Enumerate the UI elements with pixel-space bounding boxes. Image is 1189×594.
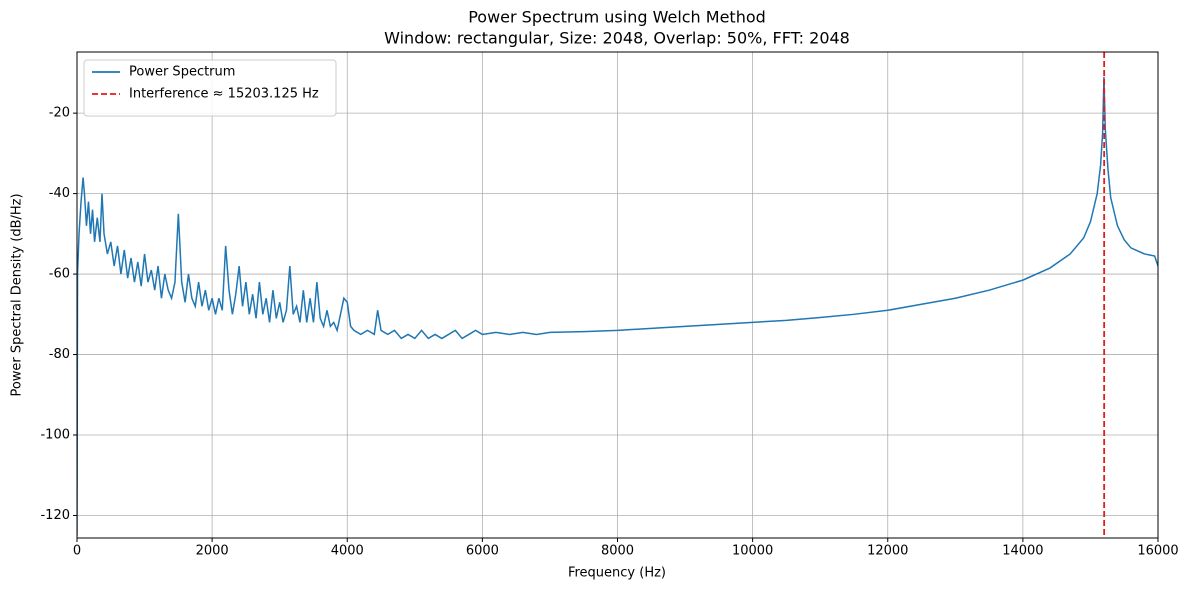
x-tick-label: 14000 <box>1002 544 1043 559</box>
legend-label: Power Spectrum <box>129 65 235 80</box>
y-tick-label: -40 <box>49 186 70 201</box>
chart-title: Power Spectrum using Welch Method <box>468 8 766 27</box>
x-tick-label: 12000 <box>867 544 908 559</box>
plot-frame <box>76 51 1159 539</box>
y-tick-label: -80 <box>49 347 70 362</box>
x-axis-label: Frequency (Hz) <box>568 566 666 581</box>
legend-box <box>83 59 337 117</box>
line-series <box>77 76 1158 536</box>
chart-subtitle: Window: rectangular, Size: 2048, Overlap… <box>384 29 850 48</box>
x-tick-label: 0 <box>73 544 81 559</box>
x-tick-label: 4000 <box>331 544 364 559</box>
y-tick-label: -120 <box>40 508 70 523</box>
y-tick-label: -100 <box>40 428 70 443</box>
x-tick-label: 6000 <box>466 544 499 559</box>
legend-label: Interference ≈ 15203.125 Hz <box>129 87 319 102</box>
x-tick-label: 10000 <box>732 544 773 559</box>
y-tick-label: -20 <box>49 106 70 121</box>
y-tick-label: -60 <box>49 267 70 282</box>
x-tick-label: 2000 <box>196 544 229 559</box>
x-tick-label: 16000 <box>1137 544 1178 559</box>
x-tick-label: 8000 <box>601 544 634 559</box>
y-axis-label: Power Spectral Density (dB/Hz) <box>10 193 25 396</box>
